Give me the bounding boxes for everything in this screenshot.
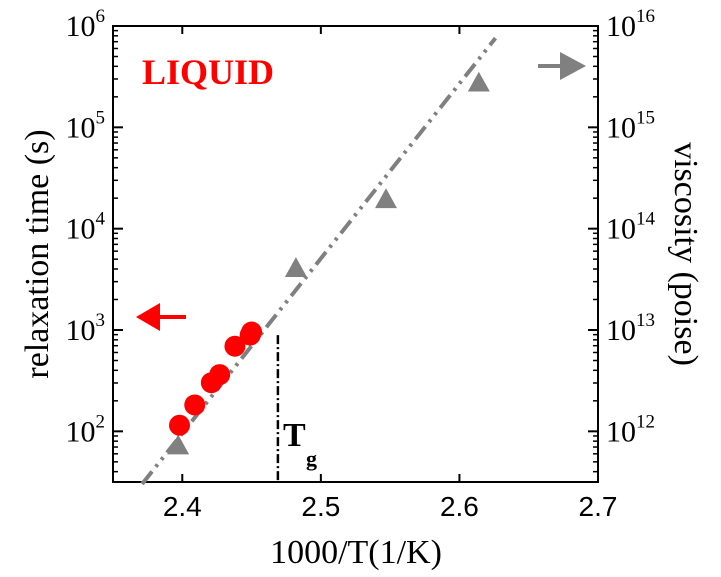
right-axis-arrow [538, 52, 586, 80]
viscosity-point [167, 434, 190, 455]
relaxation-point [241, 321, 263, 343]
y-right-tick-label: 1016 [606, 6, 655, 43]
chart-marks [140, 36, 498, 486]
left-arrow-head [136, 303, 160, 331]
tg-annotation: T g [283, 417, 317, 471]
y-right-tick-label: 1012 [606, 411, 655, 448]
relaxation-point [169, 414, 191, 436]
tg-subscript: g [306, 446, 317, 471]
x-tick-label: 2.7 [579, 491, 618, 522]
x-tick-label: 2.6 [440, 491, 479, 522]
relaxation-point [209, 364, 231, 386]
x-axis-label: 1000/T(1/K) [270, 534, 442, 571]
y-left-tick-label: 102 [66, 411, 106, 448]
y-left-tick-label: 104 [66, 209, 106, 246]
y-axis-left-label: relaxation time (s) [19, 129, 56, 378]
x-tick-label: 2.4 [163, 491, 202, 522]
y-axis-right-label: viscosity (poise) [667, 142, 704, 366]
y-left-tick-label: 103 [66, 310, 106, 347]
axis-ticks: 2.4 2.5 2.6 2.7 102 103 104 105 106 1012 1013 1014 1… [66, 6, 656, 522]
liquid-annotation: LIQUID [142, 52, 274, 92]
y-right-tick-label: 1013 [606, 310, 655, 347]
y-left-tick-label: 105 [66, 107, 106, 144]
viscosity-point [467, 71, 490, 92]
plot-frame [112, 25, 599, 483]
x-tick-label: 2.5 [301, 491, 340, 522]
left-axis-arrow [136, 303, 186, 331]
viscosity-point [284, 257, 307, 277]
relaxation-point [184, 394, 206, 416]
y-left-tick-label: 106 [66, 6, 106, 43]
right-arrow-head [560, 52, 586, 80]
y-right-tick-label: 1015 [606, 107, 655, 144]
relaxation-point [224, 335, 246, 357]
viscosity-point [374, 188, 397, 209]
tg-label: T [283, 417, 306, 454]
y-right-tick-label: 1014 [606, 209, 656, 246]
fit-line [140, 36, 498, 486]
